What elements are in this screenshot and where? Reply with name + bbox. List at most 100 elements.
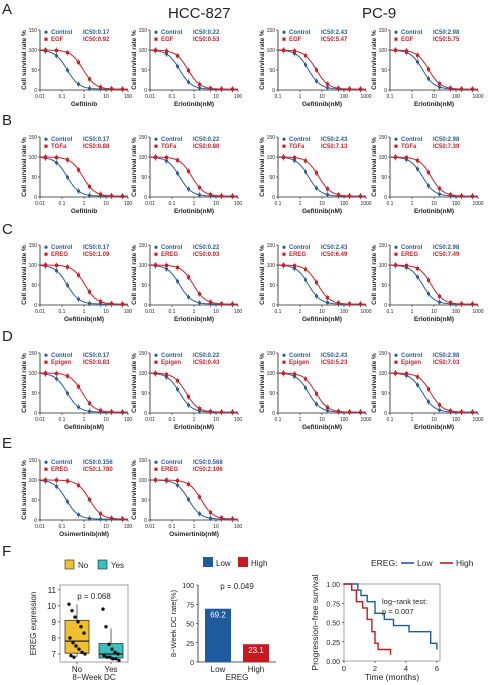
x-tick-label: No xyxy=(72,665,83,674)
y-tick-label: 150 xyxy=(379,135,388,141)
x-tick-label: 100 xyxy=(340,94,349,100)
legend-label: EGF xyxy=(401,37,414,43)
y-tick-label: 150 xyxy=(29,351,38,357)
legend-label: EGF xyxy=(289,37,302,43)
x-tick-label: 1 xyxy=(83,417,86,423)
y-tick-label: 150 xyxy=(29,243,38,249)
y-axis-label: Cell survival rate % xyxy=(21,137,28,197)
legend-label: TGFa xyxy=(289,144,305,150)
data-point xyxy=(120,302,125,306)
legend-label: Low xyxy=(417,558,433,568)
data-point xyxy=(426,292,431,296)
data-point xyxy=(325,301,330,305)
y-tick-label: 50 xyxy=(186,622,194,629)
legend-ic50: IC50:7.49 xyxy=(433,252,460,258)
data-point xyxy=(68,636,72,640)
y-tick-label: 8 xyxy=(52,634,57,643)
data-point xyxy=(448,409,453,413)
data-point xyxy=(43,371,48,375)
data-point xyxy=(426,400,431,404)
x-tick-label: 10 xyxy=(213,524,219,530)
legend-marker xyxy=(154,137,158,141)
bar-value-label: 69.2 xyxy=(210,611,226,620)
x-tick-label: 1 xyxy=(411,309,414,315)
x-tick-label: 4 xyxy=(404,664,408,673)
data-point xyxy=(98,408,103,413)
y-tick-label: 0.00 xyxy=(326,659,340,666)
curve-control xyxy=(39,372,128,413)
y-tick-label: 0.50 xyxy=(326,621,340,628)
x-tick-label: 2 xyxy=(373,664,377,673)
data-point xyxy=(54,155,59,160)
data-point xyxy=(325,82,330,86)
x-tick-label: 0.1 xyxy=(169,524,176,530)
data-point xyxy=(325,187,330,191)
data-point xyxy=(197,86,202,90)
data-point xyxy=(336,193,341,197)
x-tick-label: 0.1 xyxy=(387,309,394,315)
x-tick-label: 0.1 xyxy=(275,309,282,315)
data-point xyxy=(426,387,431,391)
x-tick-label: 0.1 xyxy=(275,417,282,423)
x-axis-label: Gefitinib(nM) xyxy=(302,101,342,108)
data-point xyxy=(87,86,92,90)
y-tick-label: 0 xyxy=(144,411,147,417)
y-tick-label: 150 xyxy=(139,135,148,141)
data-point xyxy=(426,184,431,188)
data-point xyxy=(347,194,352,198)
curve-control xyxy=(39,156,128,197)
data-point xyxy=(336,86,341,90)
curve-ereg xyxy=(389,264,478,305)
legend-marker xyxy=(394,37,398,41)
data-point xyxy=(314,171,319,175)
y-tick-label: 0 xyxy=(384,411,387,417)
y-tick-label: 10 xyxy=(47,602,56,611)
legend-ic50: IC50:2.106 xyxy=(193,467,223,473)
data-point xyxy=(98,512,103,516)
legend-ic50: IC50:0.22 xyxy=(193,30,220,36)
data-point xyxy=(336,301,341,305)
x-tick-label: 1 xyxy=(411,417,414,423)
data-point xyxy=(415,375,420,379)
data-point xyxy=(358,194,363,198)
y-axis-label: Cell survival rate % xyxy=(371,30,378,90)
x-axis-label: Gefitinib(nM) xyxy=(302,316,342,323)
panel-letter-c: C xyxy=(2,221,13,238)
legend-ic50: IC50:0.83 xyxy=(83,360,110,366)
legend-marker xyxy=(154,245,158,249)
y-tick-label: 100 xyxy=(267,263,276,269)
y-tick-label: 100 xyxy=(29,263,38,269)
data-point xyxy=(107,642,111,647)
y-tick-label: 0 xyxy=(384,88,387,94)
dose-response-chart: 0 50 100 150 0.01 0.1 1 10 100 Gefitinib Cell surv… xyxy=(21,28,132,108)
data-point xyxy=(314,280,319,284)
legend-swatch xyxy=(203,557,213,567)
data-point xyxy=(76,513,81,517)
legend-marker xyxy=(154,252,158,256)
data-point xyxy=(164,267,169,271)
x-axis-label: Erlotinib(nM) xyxy=(174,208,214,215)
legend-label: Low xyxy=(216,559,231,568)
curve-egf xyxy=(278,49,366,90)
panel-letter-e: E xyxy=(2,435,12,452)
x-tick-label: 100 xyxy=(452,309,461,315)
data-point xyxy=(219,410,224,414)
data-point xyxy=(110,647,114,651)
data-point xyxy=(87,516,92,521)
legend-label: EREG xyxy=(51,467,68,473)
curve-epigen xyxy=(389,372,478,413)
legend-label: Control xyxy=(161,30,183,36)
legend-ic50: IC50:0.92 xyxy=(83,37,110,43)
p-value: p = 0.049 xyxy=(220,582,254,591)
legend-marker xyxy=(44,37,48,41)
y-tick-label: 0 xyxy=(384,195,387,201)
legend-ic50: IC50:1.780 xyxy=(83,467,113,473)
dose-response-chart: 0 50 100 150 0.1 1 10 100 1000 Gefitinib(nM) Cell … xyxy=(259,28,372,108)
y-tick-label: 50 xyxy=(269,68,275,74)
y-axis-label: Cell survival rate % xyxy=(259,353,266,413)
data-point xyxy=(108,655,112,659)
legend-label: Control xyxy=(161,460,183,466)
legend-marker xyxy=(44,467,48,471)
legend-label: High xyxy=(456,558,474,568)
